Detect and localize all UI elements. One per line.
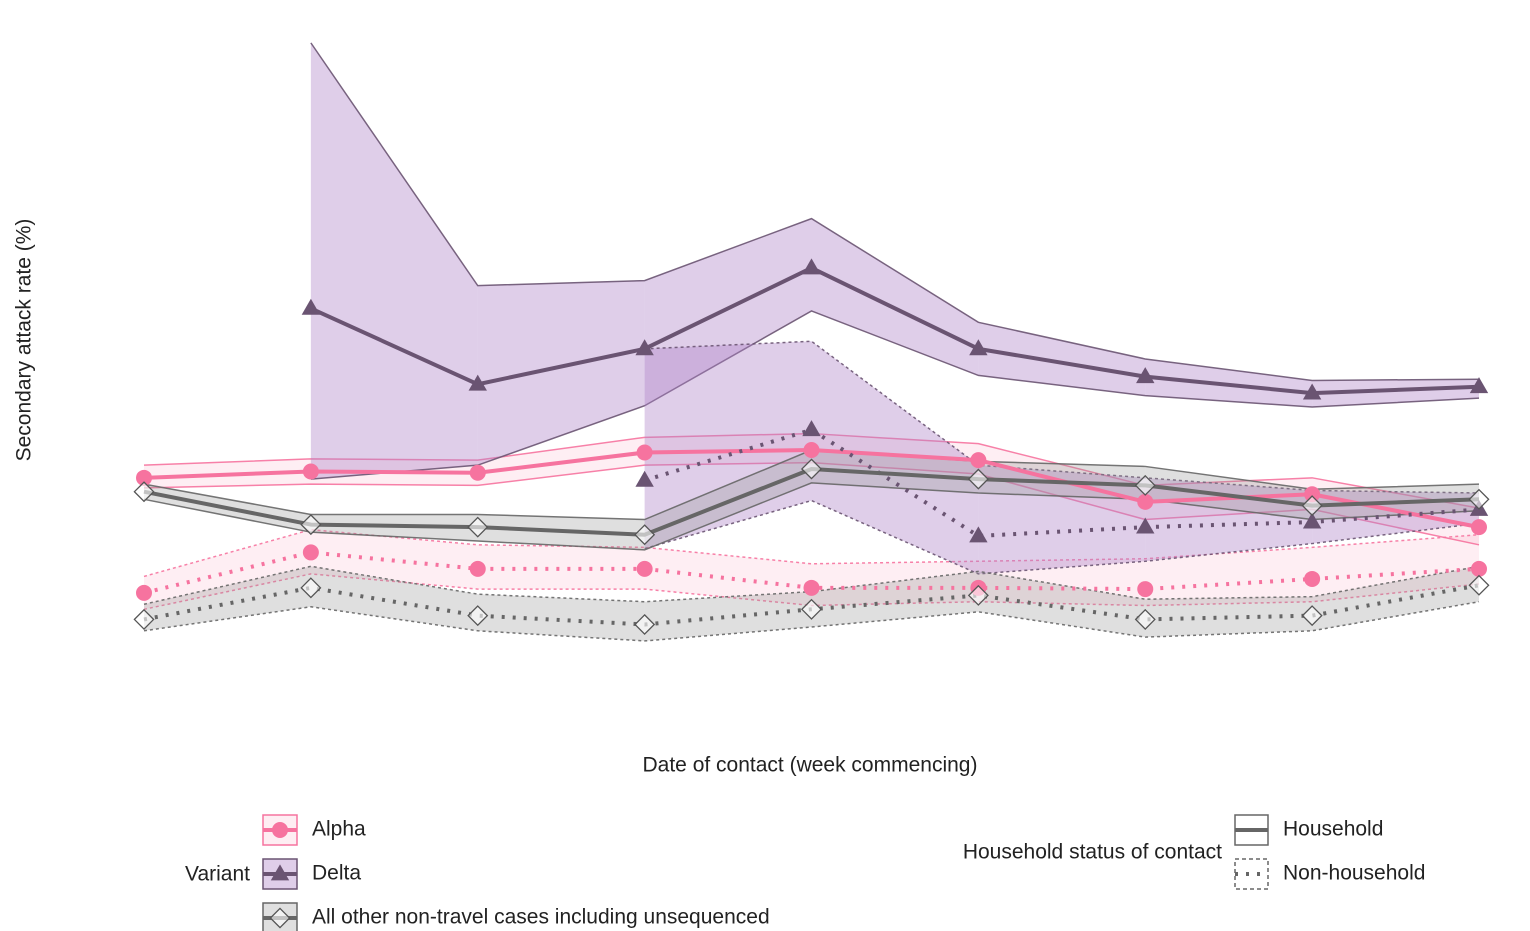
marker (1302, 512, 1322, 529)
marker (635, 470, 654, 487)
marker (1301, 605, 1323, 627)
marker (800, 458, 823, 480)
ci-ribbon (1145, 596, 1313, 638)
marker (802, 258, 821, 275)
marker (1302, 383, 1322, 400)
marker (1134, 608, 1156, 630)
marker (1468, 488, 1490, 510)
legend-label: Household (1283, 818, 1383, 841)
marker (301, 298, 321, 315)
marker (802, 420, 821, 437)
ci-ribbon (477, 594, 645, 641)
ci-ribbon (811, 218, 979, 376)
marker (136, 469, 152, 486)
ci-edge (310, 310, 1480, 480)
ci-ribbon (811, 450, 979, 493)
marker (133, 608, 155, 630)
marker (1304, 486, 1321, 503)
ci-ribbon (1145, 466, 1313, 520)
marker (800, 598, 823, 620)
marker (468, 374, 487, 391)
ci-ribbon (811, 571, 979, 628)
ci-ribbon (310, 42, 478, 480)
marker (1468, 574, 1490, 596)
ci-ribbon (477, 544, 645, 590)
marker (636, 444, 653, 461)
marker (967, 584, 989, 606)
ci-edge (644, 499, 1480, 575)
marker (300, 577, 322, 599)
ci-ribbon (811, 341, 979, 574)
marker (969, 526, 988, 543)
legend-label: All other non-travel cases including uns… (312, 906, 770, 929)
marker (1137, 581, 1154, 598)
legend-label: Non-household (1283, 862, 1425, 885)
marker (469, 560, 486, 577)
marker (270, 864, 290, 881)
legend-label: Alpha (312, 818, 366, 841)
ci-ribbon (644, 591, 812, 641)
ci-ribbon (978, 322, 1146, 396)
marker (1471, 519, 1487, 536)
marker (636, 560, 653, 577)
marker (1469, 377, 1489, 394)
marker (1136, 367, 1155, 384)
marker (136, 584, 152, 601)
ci-edge (310, 42, 1480, 382)
marker (1301, 495, 1323, 517)
marker (803, 442, 820, 458)
marker (467, 516, 489, 538)
ci-ribbon (310, 566, 478, 631)
series-line (644, 427, 1480, 538)
ci-ribbon (144, 529, 311, 610)
ci-edge (644, 340, 1480, 494)
legend-key (1234, 858, 1269, 890)
marker (300, 514, 322, 536)
marker (302, 463, 319, 480)
legend-title: Household status of contact (963, 841, 1222, 864)
ci-ribbon (1312, 534, 1479, 602)
legend-label: Delta (312, 862, 361, 885)
marker (133, 481, 155, 503)
ci-edge (143, 600, 1480, 642)
legend-title: Variant (185, 863, 250, 886)
ci-ribbon (1312, 566, 1479, 631)
ci-ribbon (811, 561, 979, 606)
marker (969, 339, 988, 356)
y-axis-title: Secondary attack rate (%) (13, 219, 36, 462)
marker (469, 464, 486, 481)
ci-edge (143, 482, 1480, 551)
ci-ribbon (644, 547, 812, 606)
marker (467, 605, 489, 627)
marker (1304, 570, 1321, 587)
ci-ribbon (1145, 547, 1313, 606)
marker (1136, 517, 1155, 534)
marker (634, 524, 656, 546)
marker (634, 613, 656, 636)
marker (1471, 560, 1487, 577)
marker (635, 339, 654, 356)
marker (272, 822, 288, 838)
marker (1137, 493, 1154, 510)
x-axis-title: Date of contact (week commencing) (643, 754, 978, 777)
marker (269, 907, 291, 929)
marker (970, 452, 987, 469)
marker (803, 579, 820, 596)
ci-ribbon (477, 280, 645, 466)
marker (967, 468, 989, 490)
marker (302, 544, 319, 561)
marker (1134, 474, 1156, 496)
series-line (310, 265, 1480, 396)
ci-ribbon (144, 566, 311, 631)
ci-ribbon (644, 341, 812, 549)
